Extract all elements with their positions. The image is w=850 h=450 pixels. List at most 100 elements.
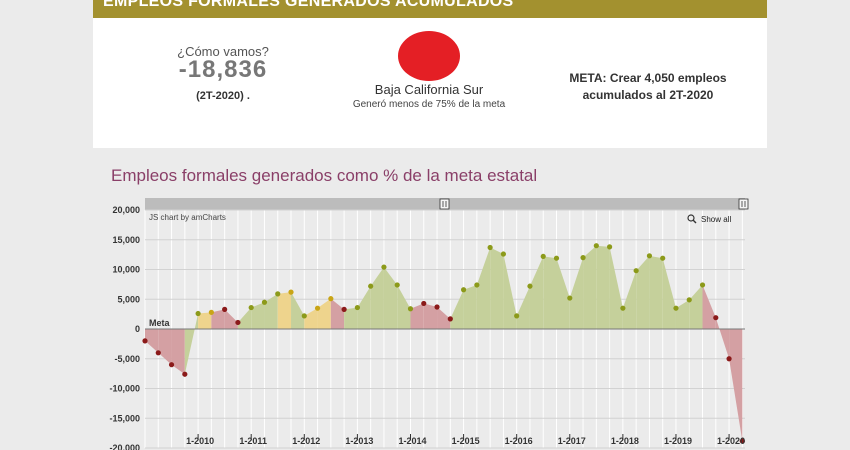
area-segment [689, 284, 703, 329]
area-segment [529, 256, 544, 329]
y-tick-label: 0 [135, 324, 140, 334]
data-point [248, 304, 254, 311]
x-tick-label: 1-2010 [186, 436, 214, 446]
area-segment [662, 258, 676, 329]
data-point [540, 253, 546, 260]
area-segment [277, 292, 292, 329]
y-tick-label: 5,000 [117, 294, 140, 304]
area-segment [649, 255, 663, 329]
data-point [726, 356, 732, 362]
area-chart: Meta 20,000 15,000 10,000 5,000 0 -5,000 -10,0… [109, 198, 749, 450]
x-tick-label: 1-2016 [505, 436, 533, 446]
x-tick-label: 1-2011 [239, 436, 267, 446]
area-segment [211, 309, 225, 329]
data-point [368, 283, 374, 289]
scrollbar-right-grip[interactable] [738, 198, 749, 210]
data-point [208, 309, 214, 315]
area-segment [622, 270, 637, 329]
area-segment [450, 289, 464, 329]
x-axis-ticks: 1-2010 1-2011 1-2012 1-2013 1-2014 1-2015 1-20… [186, 434, 745, 446]
data-point [182, 371, 188, 377]
area-segment [370, 267, 384, 329]
data-point [620, 305, 626, 311]
area-segment [675, 299, 690, 329]
data-point [195, 310, 201, 317]
x-tick-label: 1-2012 [292, 436, 320, 446]
data-point [607, 244, 613, 250]
scrollbar-left-grip[interactable] [439, 198, 450, 210]
data-point [673, 305, 679, 311]
area-segment [145, 329, 159, 353]
show-all-button[interactable]: Show all [687, 214, 731, 224]
y-tick-label: -15,000 [109, 413, 140, 423]
area-segment [357, 286, 371, 329]
data-point [593, 243, 599, 249]
area-segment [330, 298, 345, 329]
area-segment [516, 286, 530, 329]
data-point [460, 287, 467, 293]
meta-label: META: [569, 71, 607, 85]
kpi-question: ¿Cómo vamos? [177, 44, 269, 59]
data-point [553, 255, 560, 261]
area-segment [224, 309, 238, 329]
area-segment [636, 255, 650, 329]
data-point [301, 313, 307, 319]
area-segment [543, 256, 557, 329]
area-segment [344, 307, 358, 329]
area-segment [609, 246, 623, 329]
data-point [421, 300, 427, 307]
area-segment [503, 254, 517, 329]
x-tick-label: 1-2018 [611, 436, 639, 446]
area-segment [463, 284, 477, 329]
summary-card: EMPLEOS FORMALES GENERADOS ACUMULADOS ¿C… [93, 0, 767, 148]
y-tick-label: 10,000 [112, 265, 140, 275]
x-tick-label: 1-2015 [452, 436, 480, 446]
header-title: EMPLEOS FORMALES GENERADOS ACUMULADOS [103, 0, 514, 10]
data-point [314, 305, 321, 311]
data-point [646, 253, 653, 259]
area-segment [702, 284, 716, 329]
x-tick-label: 1-2013 [345, 436, 373, 446]
data-point [328, 296, 334, 302]
area-series [145, 245, 743, 442]
meta-text: Crear 4,050 empleos acumulados al 2T-202… [582, 71, 727, 102]
data-point [288, 289, 294, 295]
area-segment [729, 329, 743, 442]
data-point [447, 316, 453, 322]
state-status-text: Generó menos de 75% de la meta [352, 99, 506, 110]
y-tick-label: 15,000 [112, 235, 140, 245]
status-indicator-dot [398, 31, 460, 81]
data-point [713, 315, 719, 321]
data-point [660, 255, 666, 261]
area-segment [583, 245, 597, 329]
data-point [514, 313, 520, 319]
data-point [474, 282, 480, 288]
chart-credit[interactable]: JS chart by amCharts [149, 213, 226, 222]
y-tick-label: -10,000 [109, 384, 140, 394]
area-segment [291, 292, 305, 329]
area-segment [171, 329, 185, 375]
area-segment [317, 298, 331, 329]
x-tick-label: 1-2020 [717, 436, 745, 446]
kpi-period: (2T-2020) . [196, 90, 250, 102]
data-point [580, 255, 586, 261]
area-segment [397, 284, 411, 329]
show-all-label[interactable]: Show all [701, 215, 731, 224]
area-segment [383, 267, 398, 329]
area-segment [715, 317, 730, 359]
area-segment [158, 329, 172, 365]
zoom-icon [687, 214, 695, 222]
x-tick-label: 1-2017 [558, 436, 586, 446]
area-segment [596, 245, 610, 329]
chart-section-title: Empleos formales generados como % de la … [111, 166, 538, 185]
area-segment [264, 293, 278, 329]
y-tick-label: -20,000 [109, 443, 140, 450]
area-segment [423, 303, 438, 329]
data-point [633, 268, 639, 274]
area-segment [476, 247, 491, 329]
data-point [487, 244, 493, 251]
data-point [527, 283, 533, 289]
data-point [699, 282, 706, 288]
data-point [500, 251, 507, 257]
data-point [354, 304, 360, 311]
